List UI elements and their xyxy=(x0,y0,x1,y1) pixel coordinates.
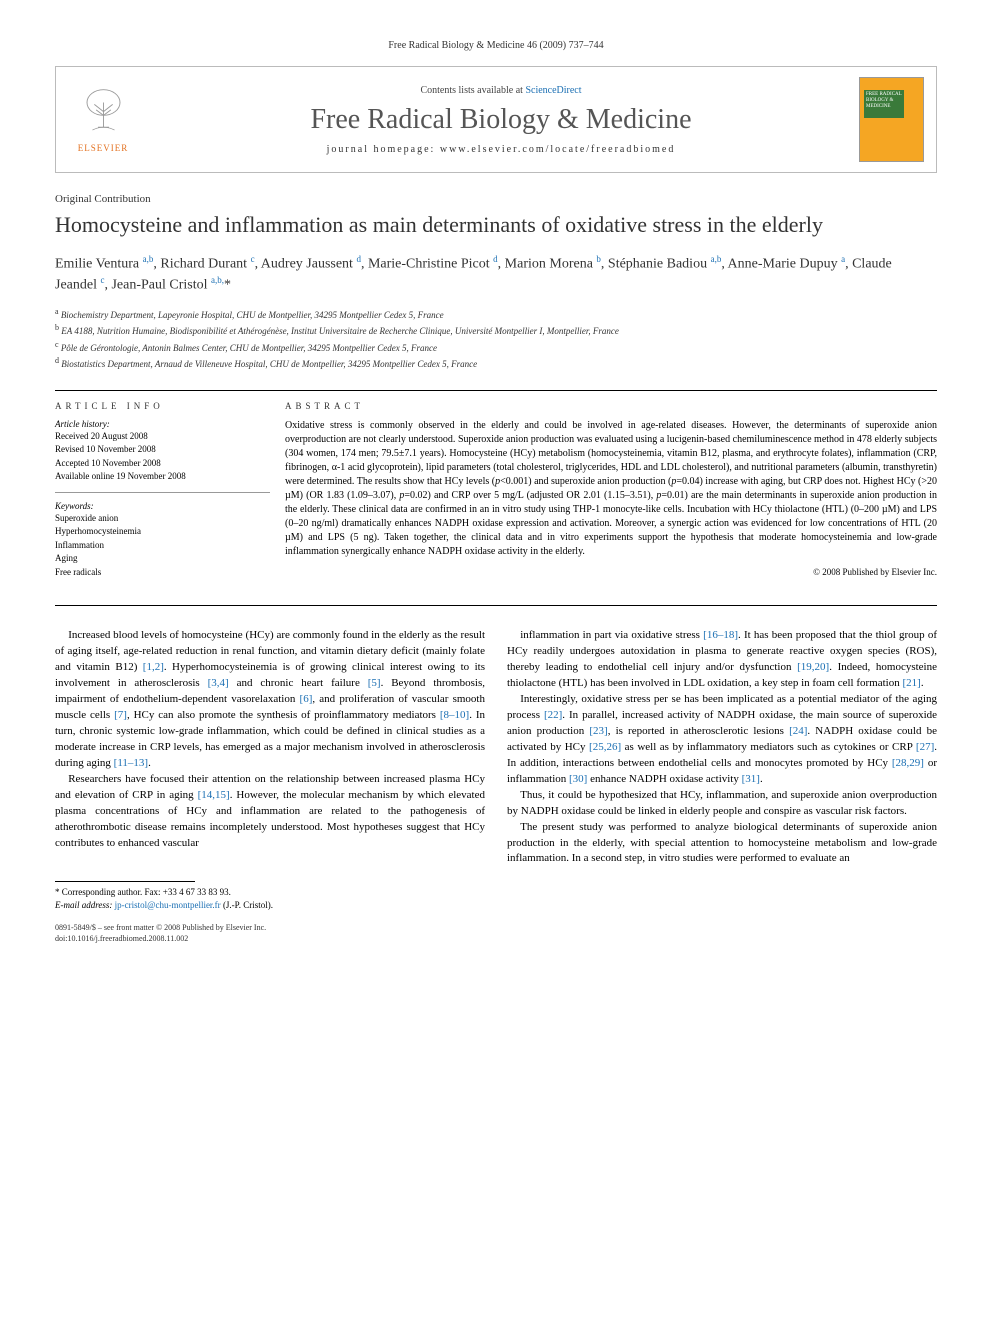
corr-email-link[interactable]: jp-cristol@chu-montpellier.fr xyxy=(115,900,221,910)
elsevier-logo: ELSEVIER xyxy=(68,82,138,157)
doi-line: doi:10.1016/j.freeradbiomed.2008.11.002 xyxy=(55,933,937,944)
affiliation-line: c Pôle de Gérontologie, Antonin Balmes C… xyxy=(55,339,937,356)
author-list: Emilie Ventura a,b, Richard Durant c, Au… xyxy=(55,253,937,296)
history-label: Article history: xyxy=(55,419,270,429)
affiliation-line: b EA 4188, Nutrition Humaine, Biodisponi… xyxy=(55,322,937,339)
contents-prefix: Contents lists available at xyxy=(420,85,525,96)
journal-header-box: ELSEVIER Contents lists available at Sci… xyxy=(55,66,937,173)
bottom-meta: 0891-5849/$ – see front matter © 2008 Pu… xyxy=(55,922,937,944)
body-paragraph: Researchers have focused their attention… xyxy=(55,772,485,852)
abstract-text: Oxidative stress is commonly observed in… xyxy=(285,419,937,559)
info-abstract-row: article info Article history: Received 2… xyxy=(55,390,937,607)
email-label: E-mail address: xyxy=(55,900,112,910)
article-info-column: article info Article history: Received 2… xyxy=(55,391,285,606)
body-paragraph: Thus, it could be hypothesized that HCy,… xyxy=(507,788,937,820)
contents-line: Contents lists available at ScienceDirec… xyxy=(153,85,849,96)
keywords-block: Keywords: Superoxide anionHyperhomocyste… xyxy=(55,501,270,588)
journal-center: Contents lists available at ScienceDirec… xyxy=(153,85,849,155)
article-title: Homocysteine and inflammation as main de… xyxy=(55,211,937,239)
elsevier-name: ELSEVIER xyxy=(78,143,129,153)
history-line: Accepted 10 November 2008 xyxy=(55,457,270,471)
body-paragraph: Increased blood levels of homocysteine (… xyxy=(55,628,485,771)
history-block: Article history: Received 20 August 2008… xyxy=(55,419,270,493)
keyword-line: Inflammation xyxy=(55,539,270,553)
affiliations: a Biochemistry Department, Lapeyronie Ho… xyxy=(55,306,937,372)
keyword-line: Aging xyxy=(55,552,270,566)
history-line: Received 20 August 2008 xyxy=(55,430,270,444)
body-paragraph: inflammation in part via oxidative stres… xyxy=(507,628,937,692)
homepage-url: www.elsevier.com/locate/freeradbiomed xyxy=(440,144,676,155)
cover-text: FREE RADICAL BIOLOGY & MEDICINE xyxy=(864,90,904,118)
keyword-line: Free radicals xyxy=(55,566,270,580)
email-suffix: (J.-P. Cristol). xyxy=(223,900,273,910)
sciencedirect-link[interactable]: ScienceDirect xyxy=(525,85,581,96)
homepage-prefix: journal homepage: xyxy=(327,144,440,155)
keyword-line: Hyperhomocysteinemia xyxy=(55,525,270,539)
section-label: Original Contribution xyxy=(55,193,937,205)
history-line: Available online 19 November 2008 xyxy=(55,470,270,484)
front-matter-line: 0891-5849/$ – see front matter © 2008 Pu… xyxy=(55,922,937,933)
journal-cover-thumbnail: FREE RADICAL BIOLOGY & MEDICINE xyxy=(859,77,924,162)
history-line: Revised 10 November 2008 xyxy=(55,443,270,457)
affiliation-line: d Biostatistics Department, Arnaud de Vi… xyxy=(55,355,937,372)
abstract-column: abstract Oxidative stress is commonly ob… xyxy=(285,391,937,606)
abstract-heading: abstract xyxy=(285,401,937,411)
affiliation-line: a Biochemistry Department, Lapeyronie Ho… xyxy=(55,306,937,323)
journal-title: Free Radical Biology & Medicine xyxy=(153,104,849,136)
body-paragraph: Interestingly, oxidative stress per se h… xyxy=(507,692,937,788)
corresponding-author-footnote: * Corresponding author. Fax: +33 4 67 33… xyxy=(55,886,937,911)
keywords-label: Keywords: xyxy=(55,501,270,511)
copyright-line: © 2008 Published by Elsevier Inc. xyxy=(285,567,937,577)
article-info-heading: article info xyxy=(55,401,270,411)
running-header: Free Radical Biology & Medicine 46 (2009… xyxy=(55,40,937,51)
body-text: Increased blood levels of homocysteine (… xyxy=(55,628,937,867)
homepage-line: journal homepage: www.elsevier.com/locat… xyxy=(153,144,849,155)
footnote-separator xyxy=(55,881,195,882)
elsevier-tree-icon xyxy=(76,86,131,141)
body-paragraph: The present study was performed to analy… xyxy=(507,820,937,868)
keyword-line: Superoxide anion xyxy=(55,512,270,526)
corr-author-line: * Corresponding author. Fax: +33 4 67 33… xyxy=(55,886,937,899)
